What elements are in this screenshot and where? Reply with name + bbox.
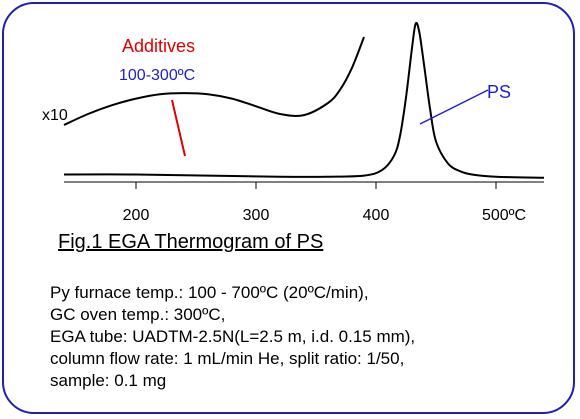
- condition-line: GC oven temp.: 300ºC,: [50, 305, 226, 324]
- ega-thermogram: 200 300 400 500ºC Additives 100-300ºC x10 PS: [42, 21, 545, 224]
- x-tick-label: 300: [243, 207, 270, 224]
- x-tick-label: 500ºC: [482, 207, 526, 224]
- additives-label: Additives: [122, 36, 195, 56]
- x10-scale-label: x10: [42, 107, 68, 124]
- ps-curve: [63, 21, 545, 179]
- ps-pointer-line: [419, 89, 489, 125]
- condition-line: sample: 0.1 mg: [50, 371, 167, 390]
- x-tick-label: 200: [123, 207, 150, 224]
- figure-frame: [2, 2, 575, 414]
- additives-x10-curve: [63, 36, 365, 126]
- ps-label: PS: [487, 82, 511, 102]
- temperature-range-label: 100-300ºC: [119, 67, 195, 84]
- condition-line: Py furnace temp.: 100 - 700ºC (20ºC/min)…: [50, 283, 369, 302]
- additives-pointer-line: [171, 99, 186, 157]
- x-tick-label: 400: [363, 207, 390, 224]
- condition-line: EGA tube: UADTM-2.5N(L=2.5 m, i.d. 0.15 …: [50, 327, 416, 346]
- figure-caption: Fig.1 EGA Thermogram of PS: [58, 231, 324, 253]
- condition-line: column flow rate: 1 mL/min He, split rat…: [50, 349, 405, 368]
